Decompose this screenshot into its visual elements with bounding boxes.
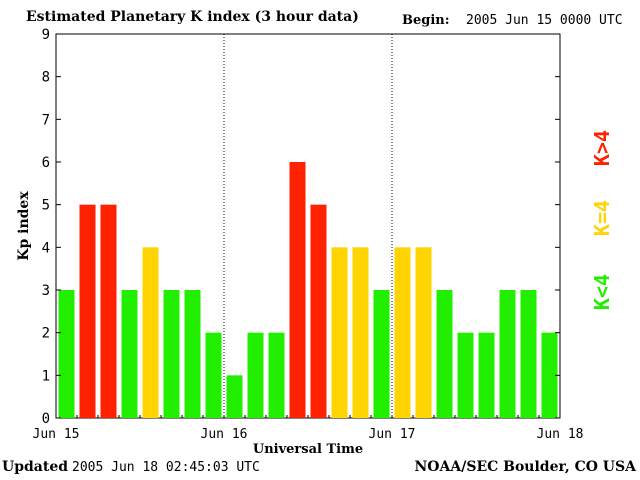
y-axis-label: Kp index [16, 191, 32, 261]
kp-bar [142, 247, 159, 418]
y-tick-label: 4 [42, 240, 50, 256]
kp-bar [184, 290, 201, 418]
kp-bar [121, 290, 138, 418]
y-tick-label: 2 [42, 326, 50, 342]
updated-label: Updated [2, 459, 69, 475]
kp-bar [226, 375, 243, 418]
x-tick-label: Jun 18 [537, 427, 584, 442]
kp-bar [394, 247, 411, 418]
kp-bar [499, 290, 516, 418]
y-tick-label: 5 [42, 198, 50, 214]
updated-value: 2005 Jun 18 02:45:03 UTC [72, 460, 260, 475]
kp-bar [100, 204, 117, 418]
x-tick-label: Jun 17 [369, 427, 416, 442]
y-tick-label: 6 [42, 155, 50, 171]
begin-value: 2005 Jun 15 0000 UTC [466, 13, 623, 28]
kp-bar [289, 162, 306, 418]
chart-title: Estimated Planetary K index (3 hour data… [26, 9, 359, 25]
kp-bar [352, 247, 369, 418]
kp-bar [331, 247, 348, 418]
legend-item: K>4 [590, 130, 614, 166]
kp-bar [415, 247, 432, 418]
kp-bar [79, 204, 96, 418]
kp-bar [58, 290, 75, 418]
kp-bar [310, 204, 327, 418]
y-tick-label: 3 [42, 283, 50, 299]
kp-bar [541, 332, 558, 418]
kp-bar [373, 290, 390, 418]
kp-bar [436, 290, 453, 418]
kp-bar [247, 332, 264, 418]
kp-bar [268, 332, 285, 418]
y-tick-label: 7 [42, 112, 50, 128]
begin-label: Begin: [402, 13, 450, 28]
credit-text: NOAA/SEC Boulder, CO USA [414, 459, 637, 475]
kp-bar [478, 332, 495, 418]
x-tick-label: Jun 16 [201, 427, 248, 442]
kp-bar [520, 290, 537, 418]
x-tick-label: Jun 15 [33, 427, 80, 442]
kp-bar [205, 332, 222, 418]
kp-bar [457, 332, 474, 418]
legend-item: K=4 [590, 200, 614, 236]
y-tick-label: 0 [42, 411, 50, 427]
x-axis-label: Universal Time [253, 442, 363, 457]
y-tick-label: 9 [42, 27, 50, 43]
y-tick-label: 8 [42, 70, 50, 86]
kp-bar [163, 290, 180, 418]
y-tick-label: 1 [42, 368, 50, 384]
legend-item: K<4 [590, 274, 614, 310]
